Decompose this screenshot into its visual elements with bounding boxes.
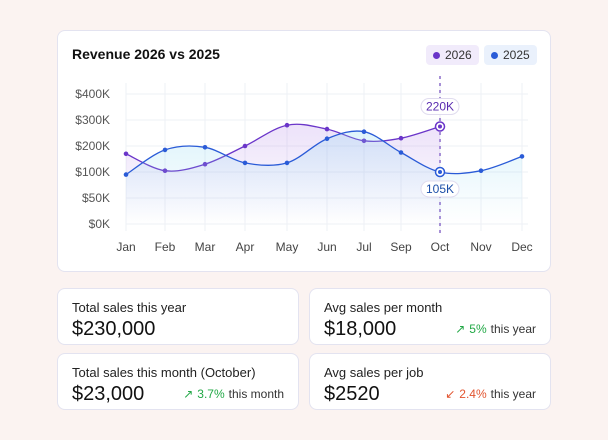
tooltip-2025 [420, 180, 460, 198]
x-tick-label: Feb [155, 240, 176, 254]
stat-change: 2.4% [459, 387, 487, 401]
line-chart: $0K $50K $100K $200K $300K $400K Jan Feb Mar Apr M… [75, 76, 533, 254]
x-tick-label: Oct [431, 240, 450, 254]
data-point-2025 [242, 160, 248, 166]
legend-label: 2026 [445, 48, 472, 62]
data-point-2025 [123, 172, 129, 177]
y-tick-label: $100K [75, 165, 110, 179]
tooltip-label-2025: 105K [426, 182, 454, 196]
y-tick-label: $0K [89, 217, 110, 231]
y-tick-label: $200K [75, 139, 110, 153]
x-tick-label: Apr [236, 240, 255, 254]
stat-period: this year [490, 387, 536, 401]
x-tick-label: Sep [390, 240, 412, 254]
stat-avg-sales-job: Avg sales per job $2520 ↙ 2.4% this year [309, 353, 551, 410]
data-point-2026 [123, 151, 129, 157]
stat-period: this year [490, 322, 536, 336]
data-point-2026 [324, 126, 330, 132]
x-tick-label: Jul [356, 240, 371, 254]
stat-total-sales-month: Total sales this month (October) $23,000… [57, 353, 299, 410]
data-point-2025 [324, 136, 330, 142]
x-tick-label: May [276, 240, 299, 254]
data-point-2025 [202, 145, 208, 150]
data-point-2026 [398, 135, 404, 141]
y-tick-label: $300K [75, 113, 110, 127]
legend-label: 2025 [503, 48, 530, 62]
data-point-2025 [284, 160, 290, 166]
stat-value: $18,000 [324, 318, 397, 340]
x-tick-label: Mar [195, 240, 216, 254]
stat-total-sales-year: Total sales this year $230,000 [57, 288, 299, 345]
arrow-up-right-icon: ↗ [455, 322, 466, 336]
data-point-2026 [284, 122, 290, 128]
stat-avg-sales-month: Avg sales per month $18,000 ↗ 5% this year [309, 288, 551, 345]
series-area-2025 [126, 131, 522, 224]
stat-label: Total sales this year [72, 300, 187, 315]
data-point-2025 [519, 154, 525, 159]
arrow-up-right-icon: ↗ [183, 387, 194, 401]
x-tick-label: Nov [470, 240, 491, 254]
legend-2025[interactable]: 2025 [484, 45, 537, 65]
stat-period: this month [228, 387, 284, 401]
legend-dot-icon [491, 51, 498, 59]
data-point-2025 [162, 147, 168, 153]
data-point-2025 [398, 150, 404, 155]
revenue-chart-card: Revenue 2026 vs 2025 2026 2025 $0K $50K $1… [57, 30, 551, 272]
data-point-2025 [361, 129, 367, 134]
x-tick-label: Dec [511, 240, 532, 254]
arrow-down-left-icon: ↙ [445, 387, 456, 401]
data-point-2025 [478, 168, 484, 173]
stat-change: 3.7% [197, 387, 225, 401]
stat-change: 5% [469, 322, 487, 336]
highlight-point-center [438, 170, 442, 174]
y-tick-label: $50K [82, 191, 110, 205]
x-tick-label: Jun [317, 240, 336, 254]
legend-2026[interactable]: 2026 [426, 45, 479, 65]
stat-label: Total sales this month (October) [72, 365, 256, 380]
data-point-2026 [242, 143, 248, 149]
stat-label: Avg sales per job [324, 365, 424, 380]
legend-dot-icon [433, 51, 440, 59]
chart-title: Revenue 2026 vs 2025 [72, 46, 220, 62]
x-tick-label: Jan [116, 240, 135, 254]
stat-value: $2520 [324, 383, 380, 405]
stat-value: $23,000 [72, 383, 145, 405]
tooltip-label-2026: 220K [426, 100, 454, 114]
stat-value: $230,000 [72, 318, 156, 340]
tooltip-2026 [420, 98, 460, 115]
highlight-point-center [438, 124, 442, 129]
y-tick-label: $400K [75, 87, 110, 101]
stat-label: Avg sales per month [324, 300, 443, 315]
